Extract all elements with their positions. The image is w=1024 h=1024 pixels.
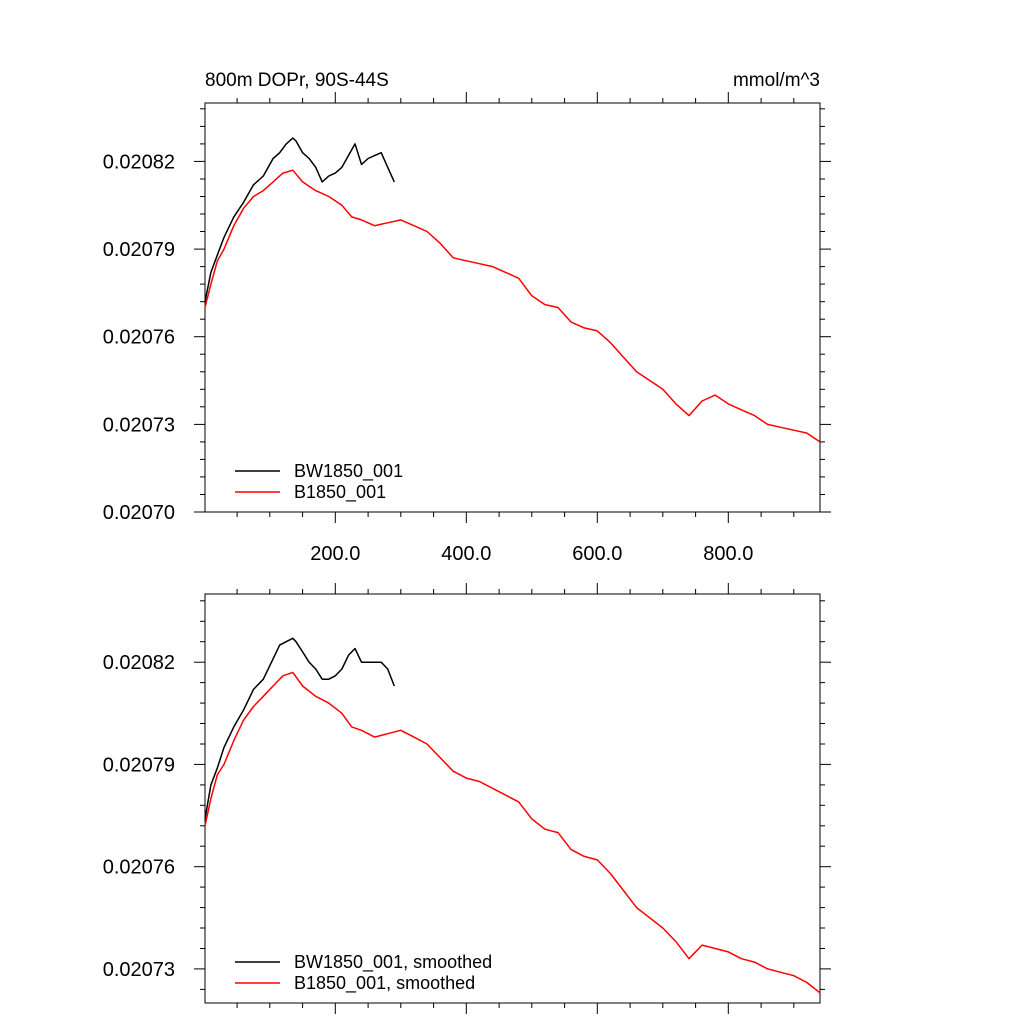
y-tick-label: 0.02076 xyxy=(103,327,175,349)
top-panel: 800m DOPr, 90S-44S mmol/m^3 0.020700.020… xyxy=(103,70,831,565)
y-tick-label: 0.02073 xyxy=(103,959,175,981)
bottom-panel-ticks xyxy=(194,583,831,1014)
top-panel-units: mmol/m^3 xyxy=(733,70,820,91)
x-tick-label: 400.0 xyxy=(441,543,491,565)
series-line-b1850-001-smoothed xyxy=(204,671,821,994)
top-series-lines xyxy=(204,137,821,443)
y-tick-label: 0.02076 xyxy=(103,857,175,879)
bottom-y-tick-labels: 0.02073 0.02076 0.02079 0.02082 xyxy=(103,652,175,981)
top-x-tick-labels: 200.0 400.0 600.0 800.0 xyxy=(310,543,753,565)
bottom-panel: 0.02073 0.02076 0.02079 0.02082 BW1850_001,… xyxy=(103,583,831,1014)
series-line-bw1850-001-smoothed xyxy=(204,637,395,820)
top-panel-ticks xyxy=(194,92,831,523)
series-line-bw1850-001 xyxy=(204,137,395,302)
top-plot-frame xyxy=(204,102,821,513)
y-tick-label: 0.02082 xyxy=(103,151,175,173)
x-tick-label: 200.0 xyxy=(310,543,360,565)
legend-label-bw1850: BW1850_001 xyxy=(294,461,403,482)
top-y-tick-labels: 0.02070 0.02073 0.02076 0.02079 0.02082 xyxy=(103,151,175,524)
bottom-series-lines xyxy=(204,637,821,994)
y-tick-label: 0.02073 xyxy=(103,414,175,436)
legend-label-b1850: B1850_001 xyxy=(294,482,386,503)
series-line-b1850-001 xyxy=(204,169,821,443)
bottom-plot-frame xyxy=(204,593,821,1004)
y-tick-label: 0.02082 xyxy=(103,652,175,674)
x-tick-label: 800.0 xyxy=(703,543,753,565)
top-legend: BW1850_001 B1850_001 xyxy=(235,461,403,503)
legend-label-b1850-smoothed: B1850_001, smoothed xyxy=(294,973,475,994)
x-tick-label: 600.0 xyxy=(572,543,622,565)
y-tick-label: 0.02079 xyxy=(103,754,175,776)
legend-label-bw1850-smoothed: BW1850_001, smoothed xyxy=(294,952,492,973)
bottom-legend: BW1850_001, smoothed B1850_001, smoothed xyxy=(235,952,492,994)
y-tick-label: 0.02079 xyxy=(103,239,175,261)
top-panel-title: 800m DOPr, 90S-44S xyxy=(205,70,389,91)
y-tick-label: 0.02070 xyxy=(103,502,175,524)
